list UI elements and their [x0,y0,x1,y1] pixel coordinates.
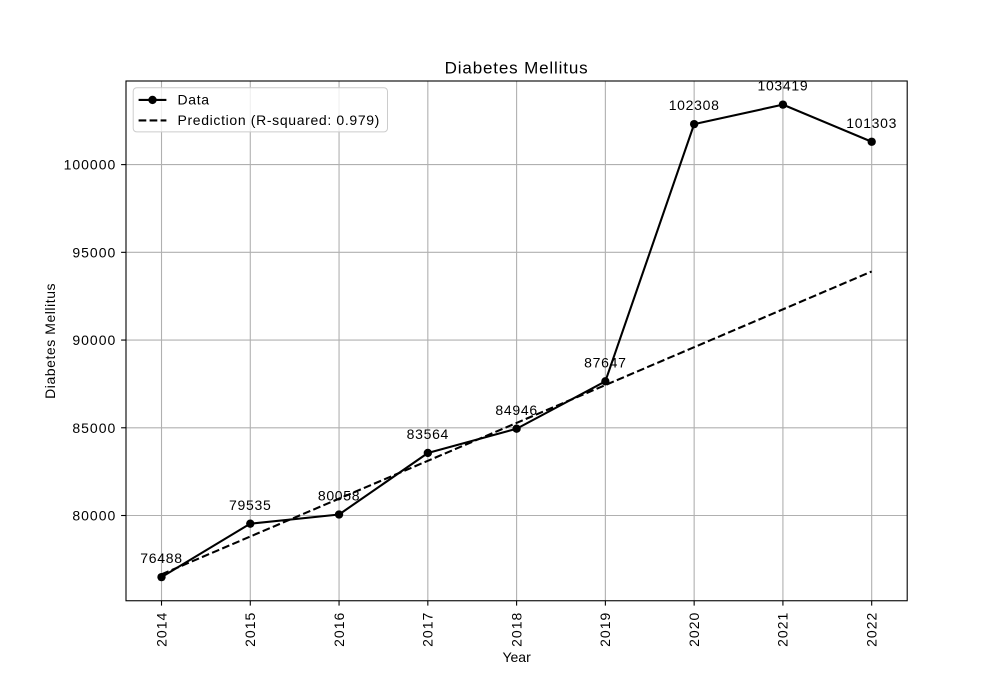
svg-text:85000: 85000 [72,420,116,436]
svg-text:87647: 87647 [584,354,626,370]
svg-text:76488: 76488 [140,550,182,566]
svg-text:102308: 102308 [669,97,720,113]
svg-text:100000: 100000 [64,157,117,173]
svg-text:80000: 80000 [72,508,116,524]
svg-text:Year: Year [502,649,531,665]
svg-text:2015: 2015 [242,612,258,647]
svg-text:2020: 2020 [686,612,702,647]
svg-text:79535: 79535 [229,497,271,513]
svg-text:90000: 90000 [72,332,116,348]
svg-text:2014: 2014 [153,612,169,647]
svg-text:2018: 2018 [508,612,524,647]
svg-text:2016: 2016 [331,612,347,647]
svg-text:Data: Data [178,91,210,107]
svg-text:95000: 95000 [72,244,116,260]
svg-text:2021: 2021 [775,612,791,647]
svg-text:84946: 84946 [495,402,537,418]
svg-text:2022: 2022 [863,612,879,647]
svg-text:103419: 103419 [757,78,808,94]
svg-text:Diabetes Mellitus: Diabetes Mellitus [42,283,58,399]
svg-text:Diabetes Mellitus: Diabetes Mellitus [445,59,589,78]
svg-text:83564: 83564 [407,426,449,442]
svg-text:80058: 80058 [318,488,360,504]
svg-text:101303: 101303 [846,115,897,131]
svg-text:2017: 2017 [420,612,436,647]
svg-text:Prediction (R-squared: 0.979): Prediction (R-squared: 0.979) [178,112,381,128]
svg-text:2019: 2019 [597,612,613,647]
